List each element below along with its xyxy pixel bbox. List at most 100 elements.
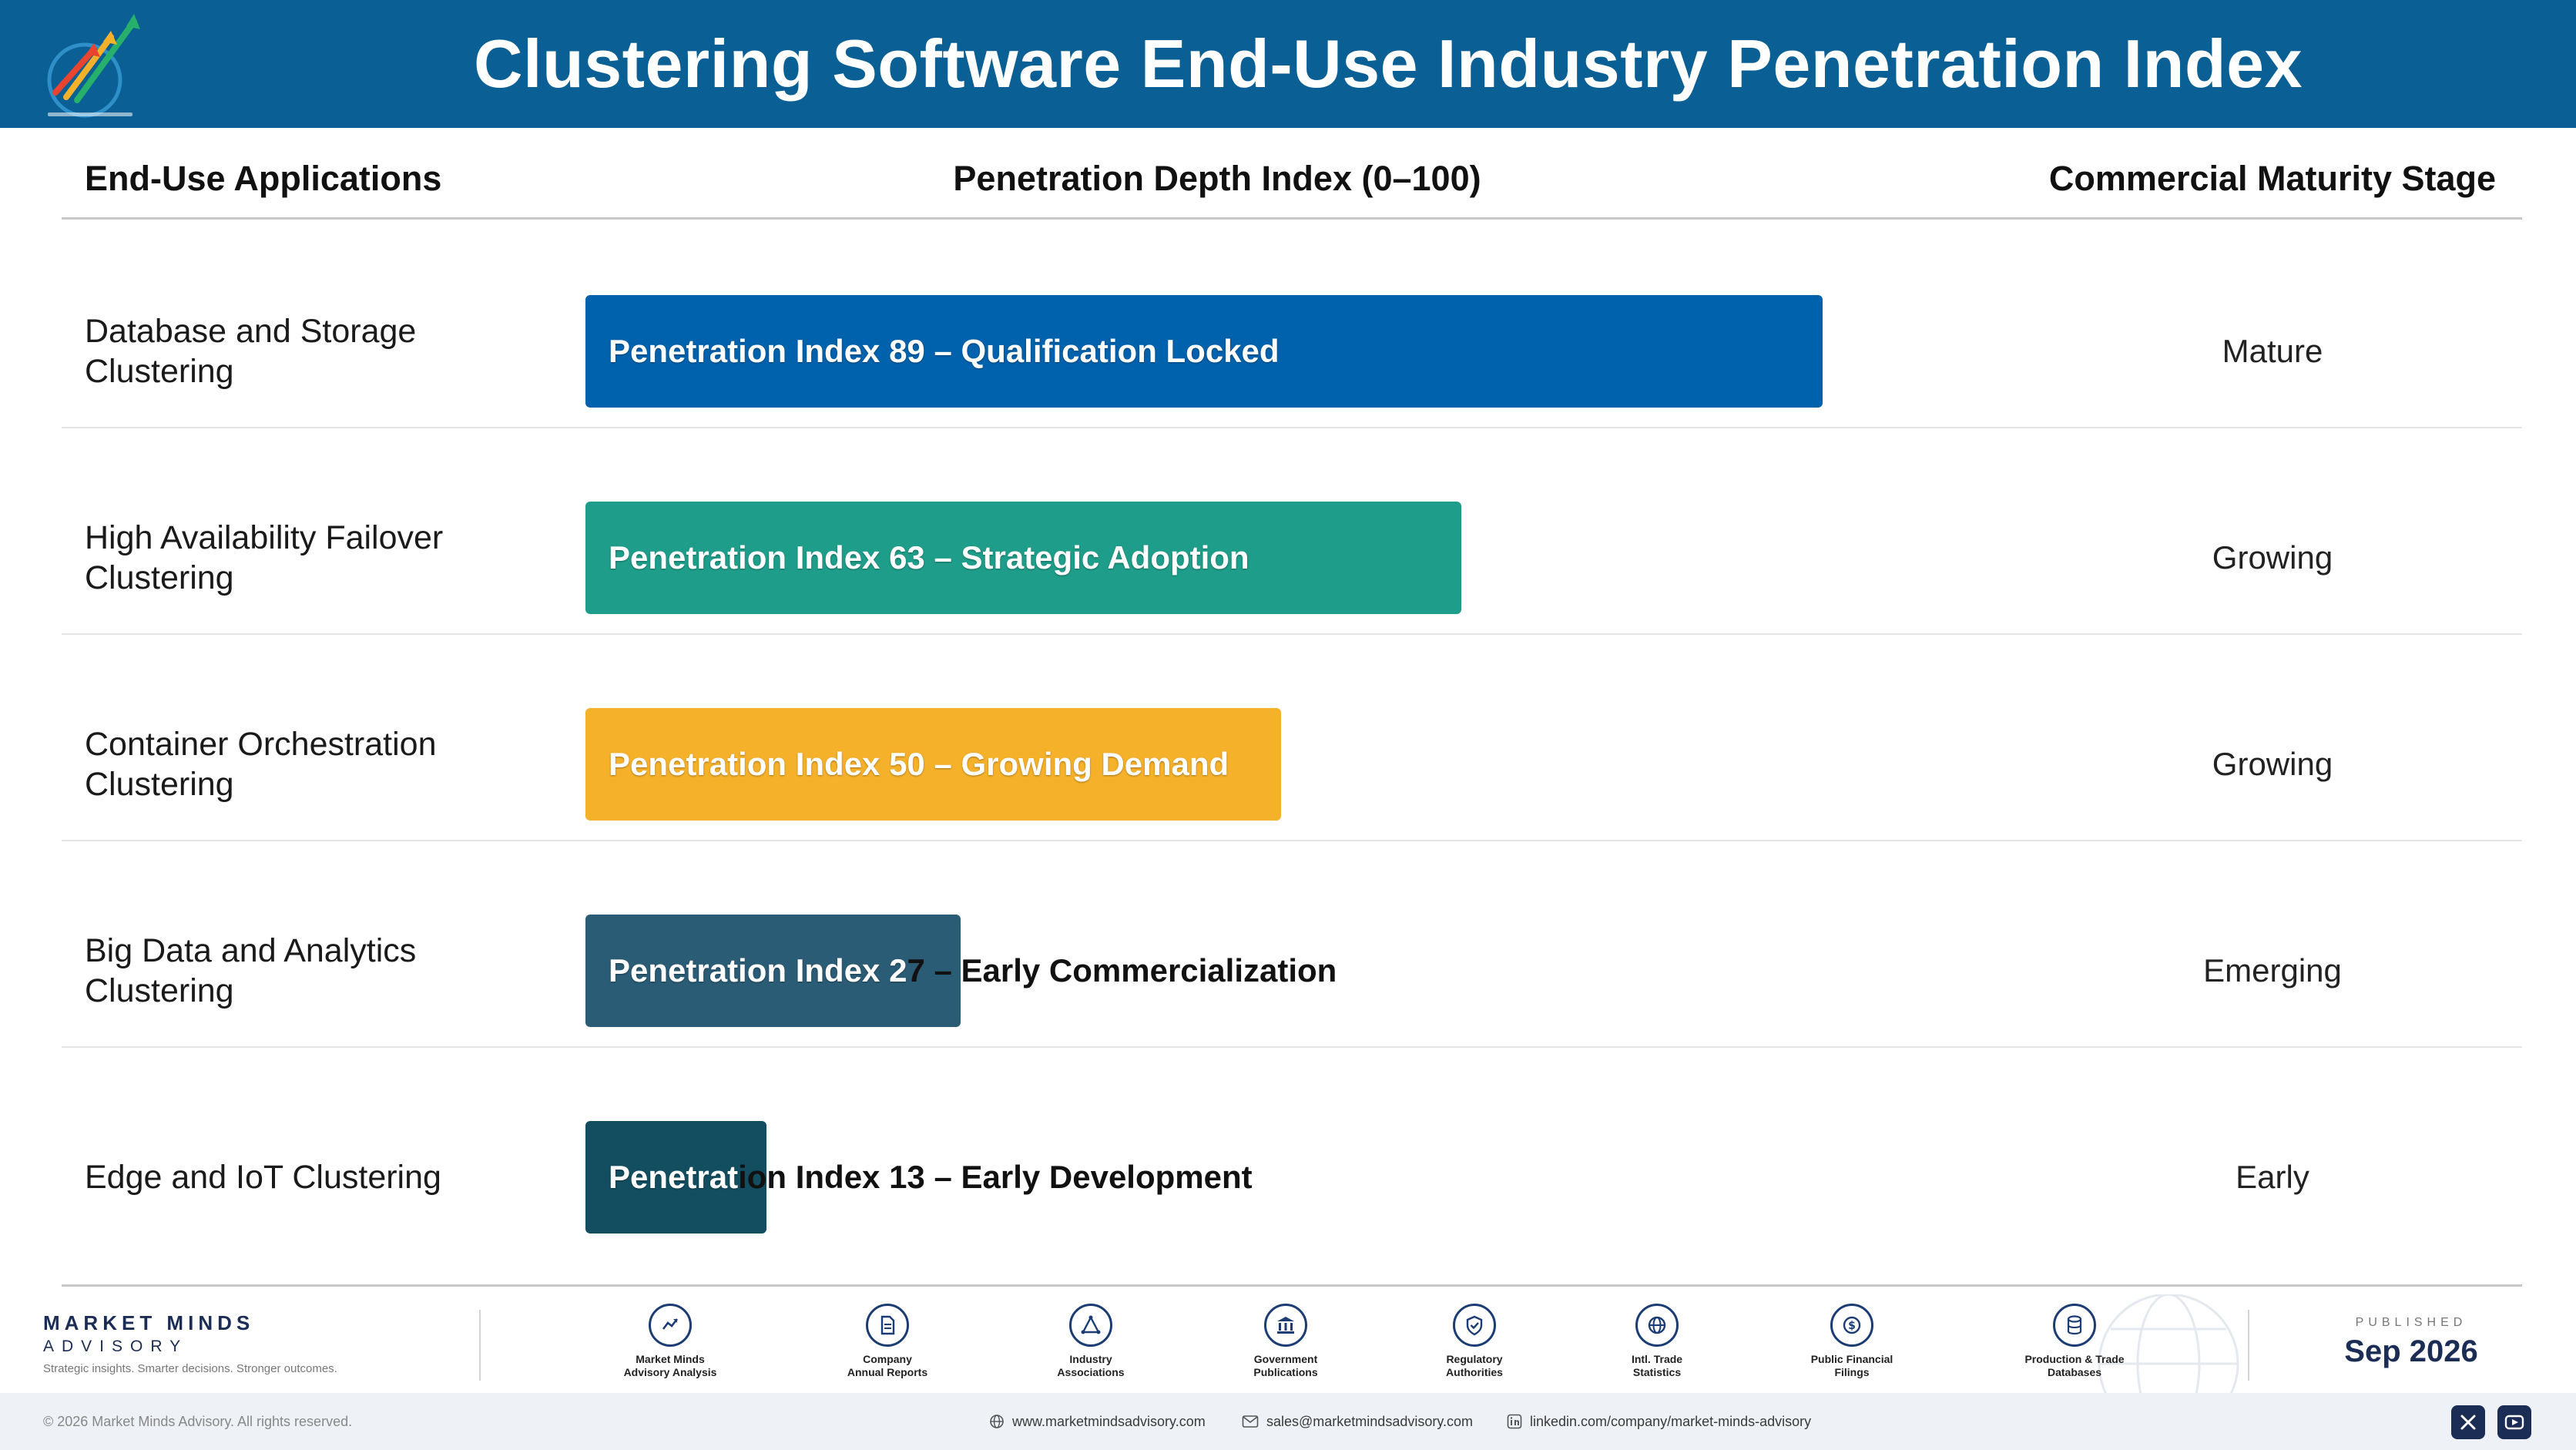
copyright-text: © 2026 Market Minds Advisory. All rights…	[43, 1414, 353, 1429]
brand-subtitle: ADVISORY	[43, 1338, 189, 1355]
header-banner: Clustering Software End-Use Industry Pen…	[0, 0, 2576, 128]
footer-divider-left	[479, 1310, 481, 1381]
source-item: Regulatory Authorities	[1397, 1304, 1551, 1379]
source-item: Company Annual Reports	[810, 1304, 964, 1379]
bar-label-inside: Penetrat	[609, 1159, 739, 1195]
source-label-line2: Publications	[1253, 1366, 1318, 1378]
bar-label-inside: Penetration Index 89 – Qualification Loc…	[609, 333, 1280, 369]
bar-value-label: Penetration Index 13 – Early Development	[609, 1121, 1253, 1234]
source-item: Market Minds Advisory Analysis	[593, 1304, 747, 1379]
source-icon-badge	[1264, 1304, 1307, 1347]
source-item: Production & Trade Databases	[1997, 1304, 2152, 1379]
column-header-index: Penetration Depth Index (0–100)	[953, 159, 1481, 198]
source-label: Industry Associations	[1014, 1353, 1168, 1379]
source-label-line1: Production & Trade	[2024, 1353, 2125, 1365]
application-label: Container Orchestration Clustering	[85, 726, 437, 803]
source-label-line1: Regulatory	[1446, 1353, 1503, 1365]
source-label-line2: Associations	[1057, 1366, 1125, 1378]
published-date: Sep 2026	[2344, 1334, 2478, 1368]
application-label: Edge and IoT Clustering	[85, 1159, 441, 1196]
penetration-bar	[585, 502, 1461, 614]
row-divider	[62, 427, 2522, 428]
source-icon-badge	[1635, 1304, 1679, 1347]
application-label: Big Data and Analytics Clustering	[85, 932, 417, 1009]
source-label: Intl. Trade Statistics	[1580, 1353, 1734, 1379]
penetration-bar	[585, 1121, 766, 1234]
maturity-stage: Emerging	[2203, 952, 2342, 988]
source-label: Regulatory Authorities	[1397, 1353, 1551, 1379]
x-social-button[interactable]	[2451, 1405, 2485, 1439]
maturity-stage: Mature	[2222, 333, 2323, 369]
source-label-line1: Public Financial	[1810, 1353, 1893, 1365]
bar-label-inside: Penetration Index 63 – Strategic Adoptio…	[609, 539, 1249, 576]
company-logo	[47, 14, 140, 118]
footer-top: MARKET MINDS ADVISORY Strategic insights…	[0, 1294, 2576, 1393]
maturity-stage: Growing	[2212, 746, 2333, 782]
source-label-line2: Authorities	[1446, 1366, 1503, 1378]
youtube-icon	[2504, 1415, 2524, 1430]
source-item: Industry Associations	[1014, 1304, 1168, 1379]
maturity-stage: Growing	[2212, 539, 2333, 576]
header-divider	[62, 217, 2522, 220]
source-label: Company Annual Reports	[810, 1353, 964, 1379]
bar-label-outside: 7 – Early Commercialization	[907, 952, 1337, 988]
bar-value-label: Penetration Index 63 – Strategic Adoptio…	[609, 502, 1249, 614]
globe-icon	[1648, 1316, 1666, 1334]
bar-label-inside: Penetration Index 50 – Growing Demand	[609, 746, 1229, 782]
document-icon	[880, 1315, 895, 1335]
source-label-line2: Annual Reports	[847, 1366, 928, 1378]
source-label-line1: Industry	[1069, 1353, 1112, 1365]
source-item: Government Publications	[1209, 1304, 1363, 1379]
maturity-stage: Early	[2236, 1159, 2309, 1195]
published-label: PUBLISHED	[2355, 1316, 2467, 1329]
bar-value-label: Penetration Index 89 – Qualification Loc…	[609, 295, 1280, 408]
source-label-line2: Advisory Analysis	[623, 1366, 717, 1378]
source-label-line2: Statistics	[1632, 1366, 1682, 1378]
svg-text:$: $	[1848, 1320, 1856, 1332]
column-header-stage: Commercial Maturity Stage	[2048, 159, 2497, 198]
brand-name: MARKET MINDS	[43, 1311, 255, 1334]
source-label-line1: Government	[1253, 1353, 1318, 1365]
footer-divider-right	[2248, 1310, 2249, 1381]
brand-tagline: Strategic insights. Smarter decisions. S…	[43, 1362, 337, 1375]
email-link[interactable]: sales@marketmindsadvisory.com	[1242, 1393, 1473, 1450]
application-label: Database and Storage Clustering	[85, 313, 417, 390]
footer: MARKET MINDS ADVISORY Strategic insights…	[0, 1294, 2576, 1450]
column-header-applications: End-Use Applications	[85, 159, 442, 198]
source-icon-badge: $	[1830, 1304, 1873, 1347]
row-divider	[62, 633, 2522, 635]
network-icon	[1081, 1315, 1101, 1334]
source-label-line1: Intl. Trade	[1631, 1353, 1683, 1365]
bar-value-label: Penetration Index 27 – Early Commerciali…	[609, 915, 1337, 1027]
source-label: Government Publications	[1209, 1353, 1363, 1379]
globe-watermark-icon	[2098, 1294, 2239, 1393]
x-logo-icon	[2460, 1415, 2476, 1430]
government-building-icon	[1277, 1317, 1294, 1334]
coin-icon: $	[1843, 1316, 1861, 1334]
source-icon-badge	[1453, 1304, 1496, 1347]
penetration-bar	[585, 708, 1281, 821]
website-link[interactable]: www.marketmindsadvisory.com	[989, 1393, 1206, 1450]
database-icon	[2067, 1315, 2082, 1335]
shield-check-icon	[1466, 1315, 1483, 1336]
source-label-line1: Market Minds	[636, 1353, 705, 1365]
globe-icon	[990, 1415, 1004, 1428]
source-label: Production & Trade Databases	[1997, 1353, 2152, 1379]
source-icon-badge	[866, 1304, 909, 1347]
website-text: www.marketmindsadvisory.com	[1012, 1414, 1206, 1429]
email-text: sales@marketmindsadvisory.com	[1266, 1414, 1474, 1429]
linkedin-link[interactable]: linkedin.com/company/market-minds-adviso…	[1507, 1393, 1811, 1450]
footer-bottom-bar: © 2026 Market Minds Advisory. All rights…	[0, 1393, 2576, 1450]
linkedin-icon	[1507, 1414, 1522, 1429]
penetration-bar	[585, 295, 1823, 408]
linkedin-text: linkedin.com/company/market-minds-adviso…	[1530, 1414, 1812, 1429]
bar-label-outside: ion Index 13 – Early Development	[738, 1159, 1253, 1195]
page-title: Clustering Software End-Use Industry Pen…	[473, 25, 2303, 102]
source-label-line1: Company	[863, 1353, 912, 1365]
source-label: Market Minds Advisory Analysis	[593, 1353, 747, 1379]
youtube-social-button[interactable]	[2497, 1405, 2531, 1439]
source-label-line2: Filings	[1834, 1366, 1870, 1378]
source-item: $ Public Financial Filings	[1775, 1304, 1929, 1379]
source-item: Intl. Trade Statistics	[1580, 1304, 1734, 1379]
source-label-line2: Databases	[2047, 1366, 2102, 1378]
